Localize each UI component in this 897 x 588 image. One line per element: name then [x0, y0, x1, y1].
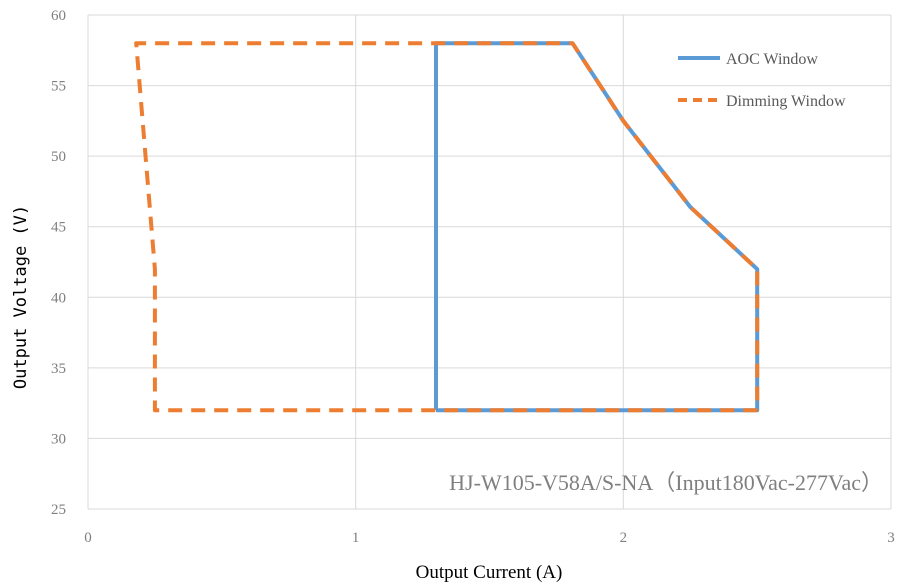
chart-annotation: HJ-W105-V58A/S-NA（Input180Vac-277Vac）	[449, 470, 883, 495]
y-tick-label: 30	[51, 431, 66, 447]
y-tick-label: 40	[51, 290, 66, 306]
y-tick-label: 55	[51, 79, 66, 95]
x-tick-label: 1	[352, 530, 360, 546]
x-tick-label: 3	[887, 530, 895, 546]
legend-label-aoc-window: AOC Window	[726, 51, 818, 68]
y-tick-label: 45	[51, 220, 66, 236]
x-tick-label: 0	[84, 530, 92, 546]
y-tick-label: 60	[51, 8, 66, 24]
y-tick-label: 35	[51, 361, 66, 377]
grid	[87, 14, 892, 510]
x-tick-label: 2	[620, 530, 628, 546]
series-lines	[134, 41, 760, 413]
y-axis-title: Output Voltage (V)	[11, 205, 31, 389]
legend: AOC Window Dimming Window	[678, 51, 846, 110]
y-tick-label: 50	[51, 149, 66, 165]
legend-label-dimming-window: Dimming Window	[726, 93, 846, 110]
tick-labels: 25 30 35 40 45 50 55 60 0 1 2 3	[51, 8, 895, 546]
y-tick-label: 25	[51, 502, 66, 518]
x-axis-title: Output Current (A)	[416, 562, 563, 583]
series-line-dimming-window	[134, 41, 760, 413]
